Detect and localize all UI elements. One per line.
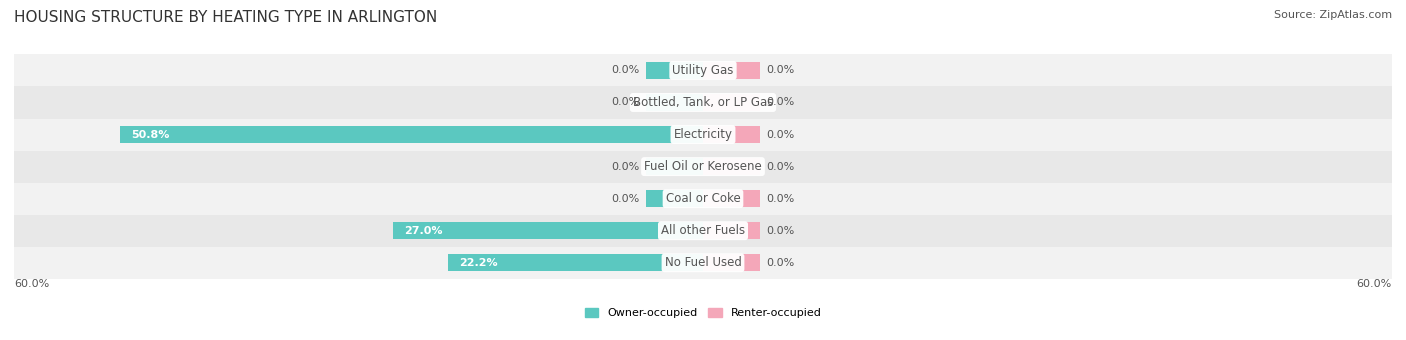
- Text: 0.0%: 0.0%: [612, 162, 640, 172]
- Bar: [14, 183, 1392, 215]
- Text: 27.0%: 27.0%: [405, 226, 443, 236]
- Bar: [14, 247, 1392, 279]
- Bar: [449, 254, 703, 271]
- Bar: [703, 126, 761, 143]
- Text: All other Fuels: All other Fuels: [661, 224, 745, 237]
- Bar: [645, 158, 703, 175]
- Bar: [703, 158, 761, 175]
- Text: 22.2%: 22.2%: [460, 258, 498, 268]
- Text: Fuel Oil or Kerosene: Fuel Oil or Kerosene: [644, 160, 762, 173]
- Bar: [645, 94, 703, 111]
- Bar: [703, 222, 761, 239]
- Text: 0.0%: 0.0%: [612, 65, 640, 75]
- Bar: [703, 190, 761, 207]
- Text: 0.0%: 0.0%: [766, 194, 794, 204]
- Text: 0.0%: 0.0%: [766, 226, 794, 236]
- Text: Utility Gas: Utility Gas: [672, 64, 734, 77]
- Text: No Fuel Used: No Fuel Used: [665, 256, 741, 269]
- Bar: [120, 126, 703, 143]
- Text: 0.0%: 0.0%: [766, 258, 794, 268]
- Bar: [14, 151, 1392, 183]
- Text: HOUSING STRUCTURE BY HEATING TYPE IN ARLINGTON: HOUSING STRUCTURE BY HEATING TYPE IN ARL…: [14, 10, 437, 25]
- Legend: Owner-occupied, Renter-occupied: Owner-occupied, Renter-occupied: [581, 303, 825, 323]
- Text: 0.0%: 0.0%: [766, 98, 794, 107]
- Bar: [14, 86, 1392, 119]
- Bar: [703, 94, 761, 111]
- Text: 60.0%: 60.0%: [1357, 279, 1392, 289]
- Text: 0.0%: 0.0%: [612, 98, 640, 107]
- Text: Bottled, Tank, or LP Gas: Bottled, Tank, or LP Gas: [633, 96, 773, 109]
- Bar: [645, 190, 703, 207]
- Text: Coal or Coke: Coal or Coke: [665, 192, 741, 205]
- Text: 60.0%: 60.0%: [14, 279, 49, 289]
- Text: 0.0%: 0.0%: [612, 194, 640, 204]
- Bar: [14, 119, 1392, 151]
- Text: 0.0%: 0.0%: [766, 65, 794, 75]
- Bar: [14, 54, 1392, 86]
- Bar: [392, 222, 703, 239]
- Bar: [645, 62, 703, 79]
- Text: Electricity: Electricity: [673, 128, 733, 141]
- Text: 50.8%: 50.8%: [131, 130, 170, 139]
- Bar: [14, 215, 1392, 247]
- Text: Source: ZipAtlas.com: Source: ZipAtlas.com: [1274, 10, 1392, 20]
- Bar: [703, 62, 761, 79]
- Bar: [703, 254, 761, 271]
- Text: 0.0%: 0.0%: [766, 130, 794, 139]
- Text: 0.0%: 0.0%: [766, 162, 794, 172]
